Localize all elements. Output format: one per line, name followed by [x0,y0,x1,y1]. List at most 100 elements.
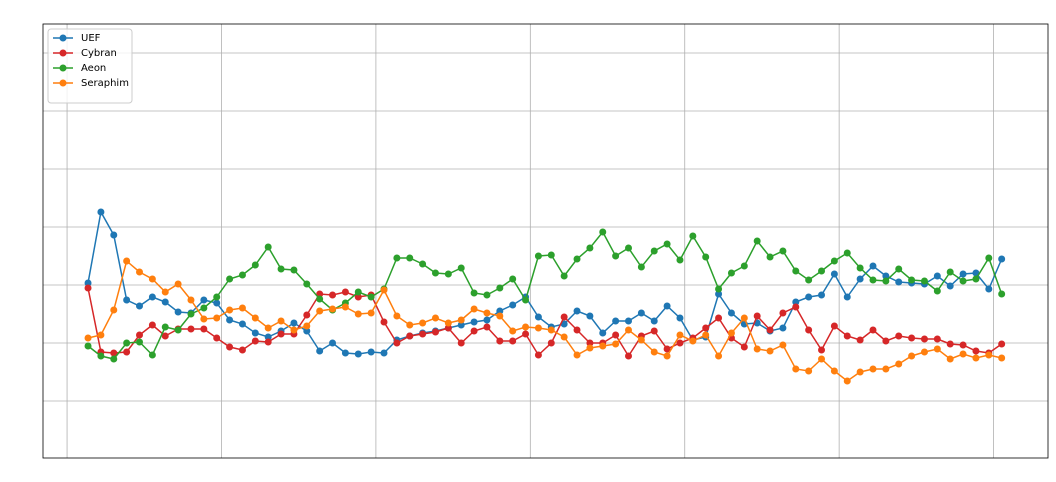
point [136,302,144,310]
point [213,293,221,301]
point [663,302,671,310]
point [933,335,941,343]
point [830,257,838,265]
point [136,268,144,276]
point [174,326,182,334]
point [869,262,877,270]
point [895,332,903,340]
point [431,269,439,277]
point [740,314,748,322]
point [882,272,890,280]
point [676,256,684,264]
point [676,314,684,322]
point [573,351,581,359]
point [200,304,208,312]
point [843,377,851,385]
point [689,232,697,240]
point [818,346,826,354]
point [920,277,928,285]
point [702,324,710,332]
point [457,316,465,324]
point [818,267,826,275]
point [84,284,92,292]
point [136,331,144,339]
point [393,312,401,320]
point [110,231,118,239]
point [84,279,92,287]
point [251,329,259,337]
point [805,293,813,301]
point [573,326,581,334]
point [470,318,478,326]
point [779,324,787,332]
point [779,309,787,317]
point [496,284,504,292]
point [959,350,967,358]
point [573,255,581,263]
point [895,265,903,273]
legend-label: UEF [81,33,101,44]
point [123,296,131,304]
point [393,339,401,347]
point [856,264,864,272]
point [393,254,401,262]
legend-marker [59,34,67,42]
point [766,347,774,355]
point [509,275,517,283]
point [406,321,414,329]
point [869,326,877,334]
point [933,272,941,280]
point [329,305,337,313]
legend-marker [59,79,67,87]
point [419,319,427,327]
point [277,330,285,338]
point [985,254,993,262]
point [998,354,1006,362]
point [161,323,169,331]
point [650,317,658,325]
point [933,287,941,295]
point [110,306,118,314]
legend: UEF Cybran Aeon Seraphim [47,28,133,104]
point [303,322,311,330]
point [522,296,530,304]
point [187,310,195,318]
point [329,339,337,347]
point [470,327,478,335]
point [650,247,658,255]
point [779,341,787,349]
point [573,307,581,315]
point [612,317,620,325]
point [972,347,980,355]
point [985,285,993,293]
point [560,333,568,341]
point [354,310,362,318]
point [534,324,542,332]
point [959,270,967,278]
point [908,276,916,284]
point [624,317,632,325]
point [123,348,131,356]
point [470,289,478,297]
point [985,351,993,359]
point [522,323,530,331]
point [830,367,838,375]
point [200,315,208,323]
point [329,291,337,299]
point [599,228,607,236]
point [419,260,427,268]
point [354,293,362,301]
point [727,329,735,337]
plot-frame [42,23,1049,459]
point [740,343,748,351]
point [972,275,980,283]
point [560,320,568,328]
point [882,337,890,345]
point [496,337,504,345]
point [148,321,156,329]
point [264,333,272,341]
point [367,293,375,301]
point [316,347,324,355]
point [148,293,156,301]
point [663,345,671,353]
